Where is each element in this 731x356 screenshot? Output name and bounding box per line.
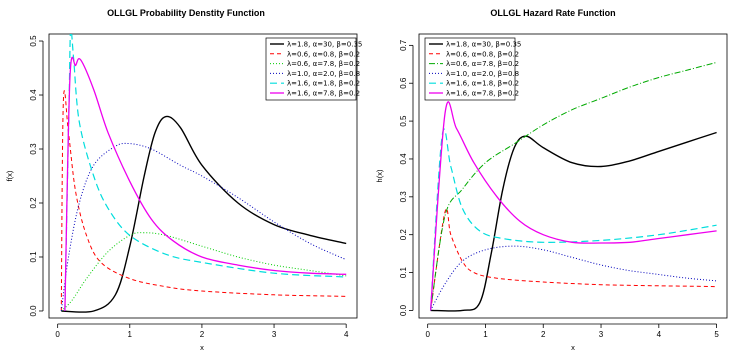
legend-label: λ=1.0, α=2.0, β=0.8 (446, 70, 519, 78)
pdf-chart: OLLGL Probability Denstity Function 0 1 2 3… (5, 8, 362, 352)
y-tick-label: 0.0 (29, 305, 38, 317)
x-tick-label: 5 (714, 330, 719, 339)
y-tick-label: 0.1 (29, 251, 38, 263)
chart-title: OLLGL Hazard Rate Function (490, 8, 615, 18)
legend-label: λ=1.0, α=2.0, β=0.8 (287, 70, 360, 78)
legend-label: λ=0.6, α=7.8, β=0.2 (287, 60, 360, 68)
legend-label: λ=1.6, α=7.8, β=0.2 (287, 90, 360, 98)
series-line-2 (430, 208, 717, 311)
plot-frame (48, 33, 358, 319)
x-tick-label: 0 (55, 330, 60, 339)
series-layer (429, 61, 717, 312)
x-axis: 0 1 2 3 4 5 (425, 323, 719, 339)
legend-label: λ=1.6, α=1.8, β=0.2 (287, 80, 360, 88)
y-tick-label: 0.7 (399, 39, 408, 51)
y-axis: 0.0 0.1 0.2 0.3 0.4 0.5 0.6 0.7 (399, 39, 414, 316)
legend-box (265, 37, 357, 101)
y-tick-label: 0.3 (29, 143, 38, 155)
legend-label: λ=0.6, α=0.8, β=0.2 (446, 50, 519, 58)
series-line-6 (64, 56, 347, 312)
x-tick-label: 3 (272, 330, 277, 339)
series-line-1 (61, 115, 347, 313)
y-tick-label: 0.2 (399, 229, 408, 241)
x-axis-label: x (571, 343, 575, 352)
y-tick-label: 0.0 (399, 304, 408, 316)
legend-label: λ=1.8, α=30, β=0.35 (287, 41, 362, 49)
x-tick-label: 1 (128, 330, 133, 339)
series-line-3 (430, 61, 717, 311)
y-tick-label: 0.4 (399, 153, 408, 165)
legend: λ=1.8, α=30, β=0.35λ=0.6, α=0.8, β=0.2 λ=… (265, 37, 362, 101)
x-axis: 0 1 2 3 4 (55, 323, 349, 339)
x-tick-label: 3 (599, 330, 604, 339)
y-axis-label: f(x) (5, 170, 14, 181)
series-line-5 (64, 34, 347, 312)
y-tick-label: 0.5 (399, 115, 408, 127)
y-tick-label: 0.5 (29, 35, 38, 47)
legend-label: λ=0.6, α=7.8, β=0.2 (446, 60, 519, 68)
x-tick-label: 0 (425, 330, 430, 339)
legend-label: λ=1.8, α=30, β=0.35 (446, 41, 521, 49)
legend-label: λ=0.6, α=0.8, β=0.2 (287, 50, 360, 58)
plot-frame (418, 33, 728, 319)
legend-box (424, 37, 516, 101)
y-tick-label: 0.1 (399, 266, 408, 278)
y-tick-label: 0.4 (29, 89, 38, 101)
series-line-4 (430, 245, 717, 311)
series-line-1 (430, 131, 717, 312)
series-layer (60, 34, 347, 313)
series-line-6 (429, 101, 717, 311)
y-tick-label: 0.6 (399, 77, 408, 89)
series-line-3 (60, 232, 347, 312)
legend-label: λ=1.6, α=7.8, β=0.2 (446, 90, 519, 98)
y-tick-label: 0.2 (29, 197, 38, 209)
y-axis: 0.0 0.1 0.2 0.3 0.4 0.5 (29, 35, 44, 317)
y-tick-label: 0.3 (399, 191, 408, 203)
legend-label: λ=1.6, α=1.8, β=0.2 (446, 80, 519, 88)
x-tick-label: 2 (200, 330, 205, 339)
y-axis-label: h(x) (375, 169, 384, 182)
x-tick-label: 1 (483, 330, 488, 339)
series-line-2 (60, 90, 347, 312)
series-line-4 (60, 142, 347, 312)
x-tick-label: 4 (344, 330, 349, 339)
x-tick-label: 2 (541, 330, 546, 339)
legend: λ=1.8, α=30, β=0.35λ=0.6, α=0.8, β=0.2 λ=… (424, 37, 521, 101)
chart-title: OLLGL Probability Denstity Function (107, 8, 265, 18)
x-tick-label: 4 (657, 330, 662, 339)
x-axis-label: x (200, 343, 204, 352)
hazard-chart: OLLGL Hazard Rate Function 0 1 2 3 4 5 0.0 0.1… (375, 8, 728, 352)
